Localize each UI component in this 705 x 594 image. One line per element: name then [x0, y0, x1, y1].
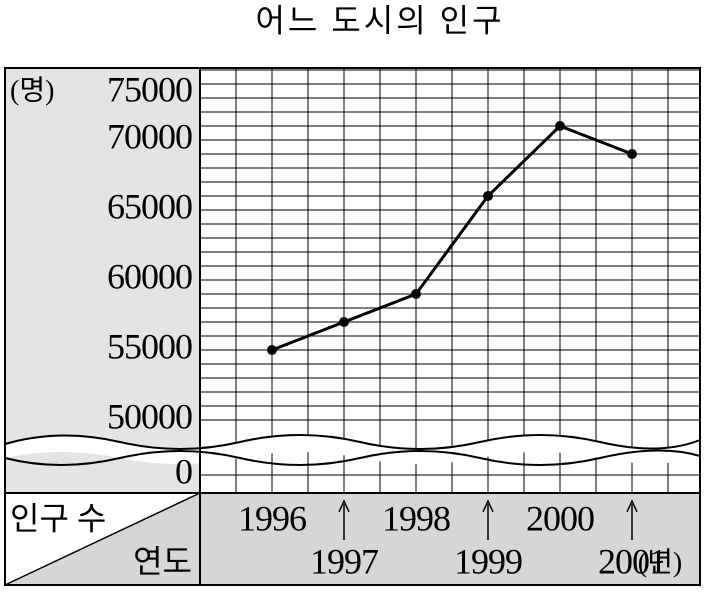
x-unit: (년): [638, 546, 682, 578]
y-tick-label: 65000: [107, 186, 192, 226]
data-point: [627, 149, 637, 159]
y-label-column: [5, 68, 200, 493]
data-point: [411, 289, 421, 299]
y-tick-label: 50000: [107, 396, 192, 436]
data-line: [271, 124, 633, 352]
y-tick-label: 0: [175, 451, 192, 491]
break-line: [4, 449, 701, 466]
y-unit: (명): [10, 75, 54, 106]
y-tick-label: 75000: [107, 69, 192, 109]
frame: [4, 67, 701, 586]
x-tick-label: 2000: [526, 498, 594, 538]
corner-category-label: 연도: [133, 543, 192, 579]
data-point: [267, 345, 277, 355]
y-tick-label: 60000: [107, 256, 192, 296]
label-arrow-head: [338, 499, 350, 513]
chart-title: 어느 도시의 인구: [255, 2, 504, 38]
data-point: [483, 191, 493, 201]
label-arrow-head: [626, 499, 638, 513]
y-tick-label: 55000: [107, 326, 192, 366]
axis-break: [5, 435, 700, 464]
corner-value-label: 인구 수: [10, 500, 106, 536]
data-point: [555, 121, 565, 131]
break-line: [4, 434, 701, 450]
x-label-row: [200, 493, 700, 585]
label-arrow-head: [482, 499, 494, 513]
x-tick-label: 1999: [454, 541, 522, 581]
x-tick-label: 1996: [238, 498, 306, 538]
x-tick-label: 2001: [598, 541, 666, 581]
x-tick-label: 1998: [382, 498, 450, 538]
y-tick-label: 70000: [107, 116, 192, 156]
data-point: [339, 317, 349, 327]
corner-diagonal: [4, 492, 201, 586]
x-tick-label: 1997: [310, 541, 378, 581]
